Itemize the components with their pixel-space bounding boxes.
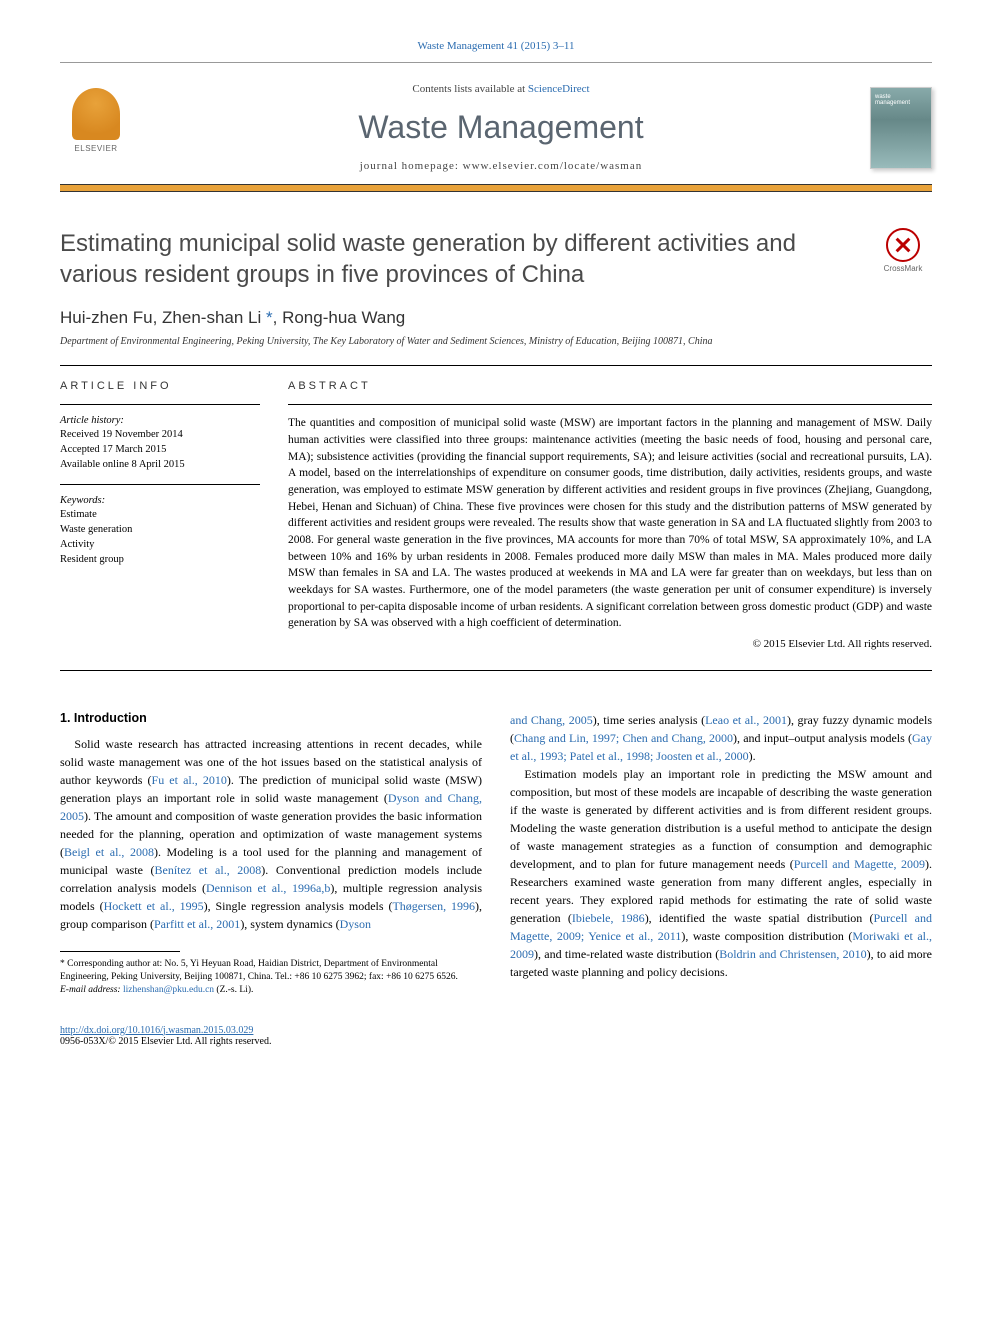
- publisher-name: ELSEVIER: [74, 144, 117, 153]
- corresponding-author-footnote: * Corresponding author at: No. 5, Yi Hey…: [60, 958, 482, 996]
- abstract-rule: [288, 404, 932, 405]
- text-fragment: ).: [749, 749, 756, 763]
- citation-link[interactable]: Thøgersen, 1996: [392, 899, 475, 913]
- body-column-left: 1. Introduction Solid waste research has…: [60, 711, 482, 996]
- citation-link[interactable]: Benítez et al., 2008: [155, 863, 262, 877]
- crossmark-label: CrossMark: [884, 264, 923, 273]
- citation-link[interactable]: Parfitt et al., 2001: [154, 917, 240, 931]
- article-info-column: ARTICLE INFO Article history: Received 1…: [60, 380, 260, 650]
- journal-title: Waste Management: [132, 109, 870, 146]
- authors-line: Hui-zhen Fu, Zhen-shan Li *, Rong-hua Wa…: [60, 308, 932, 328]
- author-email-link[interactable]: lizhenshan@pku.edu.cn: [123, 985, 214, 995]
- footnote-address: * Corresponding author at: No. 5, Yi Hey…: [60, 958, 482, 984]
- citation-link[interactable]: Purcell and Magette, 2009: [794, 857, 925, 871]
- keywords-rule: [60, 484, 260, 485]
- text-fragment: ), identified the waste spatial distribu…: [645, 911, 874, 925]
- citation-link[interactable]: Fu et al., 2010: [152, 773, 227, 787]
- meta-rule-bottom: [60, 670, 932, 671]
- citation-link[interactable]: Boldrin and Christensen, 2010: [719, 947, 866, 961]
- citation-link[interactable]: Hockett et al., 1995: [104, 899, 204, 913]
- body-column-right: and Chang, 2005), time series analysis (…: [510, 711, 932, 996]
- page-footer: http://dx.doi.org/10.1016/j.wasman.2015.…: [60, 1025, 932, 1047]
- issn-copyright-line: 0956-053X/© 2015 Elsevier Ltd. All right…: [60, 1036, 932, 1047]
- email-label: E-mail address:: [60, 985, 123, 995]
- meta-rule-top: [60, 365, 932, 366]
- masthead: ELSEVIER Contents lists available at Sci…: [60, 75, 932, 184]
- top-rule: [60, 62, 932, 63]
- crossmark-badge[interactable]: CrossMark: [874, 228, 932, 273]
- author-2: Zhen-shan Li: [162, 308, 266, 327]
- text-fragment: ), time series analysis (: [593, 713, 705, 727]
- info-rule: [60, 404, 260, 405]
- text-fragment: Estimation models play an important role…: [510, 767, 932, 871]
- citation-link[interactable]: Chang and Lin, 1997; Chen and Chang, 200…: [514, 731, 733, 745]
- abstract-column: ABSTRACT The quantities and composition …: [288, 380, 932, 650]
- citation-link[interactable]: and Chang, 2005: [510, 713, 593, 727]
- text-fragment: ), and input–output analysis models (: [733, 731, 912, 745]
- article-title: Estimating municipal solid waste generat…: [60, 228, 874, 290]
- citation-link[interactable]: Leao et al., 2001: [705, 713, 787, 727]
- corresponding-author-marker[interactable]: *: [266, 308, 273, 327]
- citation-link[interactable]: Ibiebele, 1986: [572, 911, 645, 925]
- elsevier-tree-icon: [72, 88, 120, 140]
- journal-reference: Waste Management 41 (2015) 3–11: [60, 40, 932, 52]
- body-columns: 1. Introduction Solid waste research has…: [60, 711, 932, 996]
- contents-lists-line: Contents lists available at ScienceDirec…: [132, 83, 870, 95]
- crossmark-icon: [886, 228, 920, 262]
- keywords-list: Estimate Waste generation Activity Resid…: [60, 508, 260, 567]
- text-fragment: ), and time-related waste distribution (: [534, 947, 719, 961]
- keywords-heading: Keywords:: [60, 495, 260, 506]
- citation-link[interactable]: Dyson: [340, 917, 371, 931]
- abstract-text: The quantities and composition of munici…: [288, 415, 932, 632]
- text-fragment: ), system dynamics (: [240, 917, 339, 931]
- citation-link[interactable]: Dennison et al., 1996a,b: [206, 881, 330, 895]
- journal-homepage-line: journal homepage: www.elsevier.com/locat…: [132, 160, 870, 172]
- doi-link[interactable]: http://dx.doi.org/10.1016/j.wasman.2015.…: [60, 1025, 253, 1036]
- article-info-heading: ARTICLE INFO: [60, 380, 260, 392]
- text-fragment: ), Single regression analysis models (: [204, 899, 393, 913]
- author-3: , Rong-hua Wang: [273, 308, 406, 327]
- publisher-logo[interactable]: ELSEVIER: [60, 88, 132, 168]
- footnote-rule: [60, 951, 180, 952]
- author-1: Hui-zhen Fu,: [60, 308, 162, 327]
- email-suffix: (Z.-s. Li).: [214, 985, 253, 995]
- affiliation: Department of Environmental Engineering,…: [60, 336, 932, 347]
- citation-link[interactable]: Beigl et al., 2008: [64, 845, 154, 859]
- abstract-heading: ABSTRACT: [288, 380, 932, 392]
- homepage-label: journal homepage:: [360, 160, 463, 172]
- history-heading: Article history:: [60, 415, 260, 426]
- sciencedirect-link[interactable]: ScienceDirect: [528, 83, 590, 95]
- accent-bar: [60, 184, 932, 192]
- contents-prefix: Contents lists available at: [412, 83, 527, 95]
- intro-paragraph-1-continued: and Chang, 2005), time series analysis (…: [510, 711, 932, 981]
- article-history: Received 19 November 2014 Accepted 17 Ma…: [60, 428, 260, 472]
- text-fragment: ), waste composition distribution (: [681, 929, 852, 943]
- abstract-copyright: © 2015 Elsevier Ltd. All rights reserved…: [288, 638, 932, 650]
- homepage-url[interactable]: www.elsevier.com/locate/wasman: [463, 160, 643, 172]
- intro-paragraph-1: Solid waste research has attracted incre…: [60, 735, 482, 933]
- journal-cover-thumbnail[interactable]: [870, 87, 932, 169]
- section-1-heading: 1. Introduction: [60, 711, 482, 725]
